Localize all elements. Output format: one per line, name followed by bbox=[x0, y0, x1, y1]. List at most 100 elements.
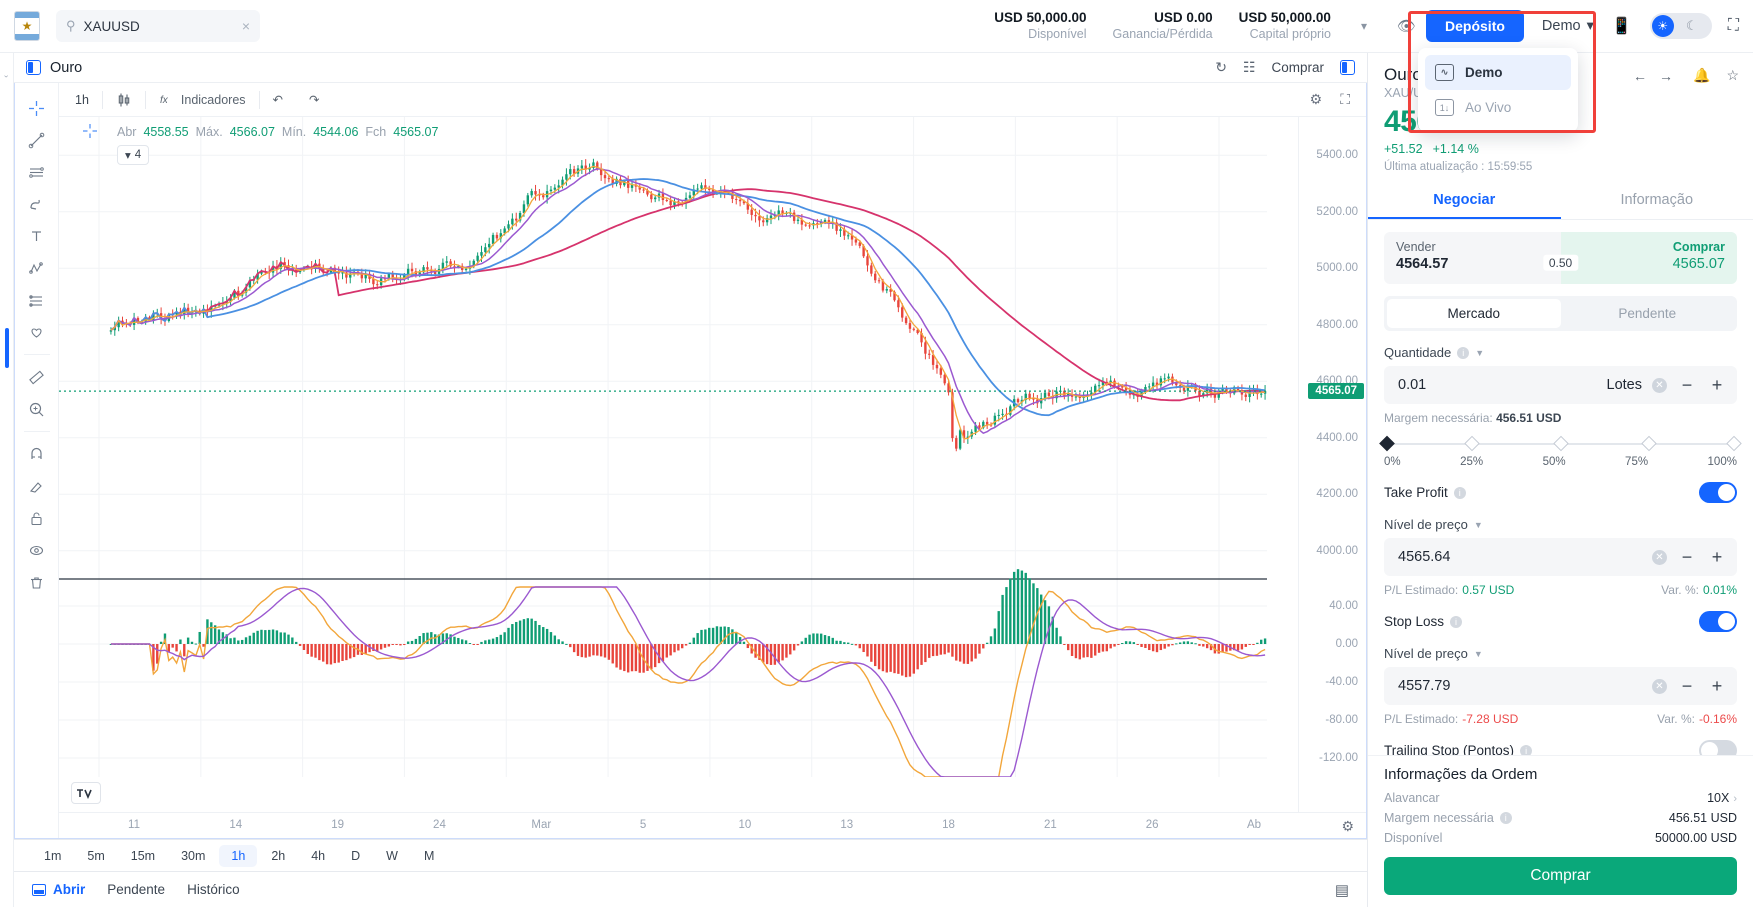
quantity-clear-icon[interactable]: ✕ bbox=[1652, 377, 1667, 393]
crosshair-icon[interactable] bbox=[22, 93, 52, 123]
hide-balance-eye-icon[interactable]: 👁 bbox=[1396, 18, 1417, 35]
info-icon[interactable]: i bbox=[1457, 346, 1470, 359]
sell-quote[interactable]: Vender 4564.57 bbox=[1384, 232, 1561, 284]
take-profit-clear-icon[interactable]: ✕ bbox=[1652, 549, 1667, 565]
theme-toggle[interactable]: ☀ ☾ bbox=[1649, 13, 1712, 39]
tab-negociar[interactable]: Negociar bbox=[1368, 181, 1561, 219]
eye-icon[interactable] bbox=[22, 535, 52, 565]
candlestick-icon[interactable] bbox=[103, 92, 145, 108]
stop-loss-decrement-button[interactable]: − bbox=[1681, 675, 1693, 696]
slider-node-25[interactable] bbox=[1464, 435, 1481, 452]
slider-node-0[interactable] bbox=[1379, 435, 1395, 452]
trailing-stop-toggle[interactable] bbox=[1699, 740, 1737, 755]
grid-layout-icon[interactable]: ☷ bbox=[1242, 59, 1256, 75]
zoom-icon[interactable] bbox=[22, 394, 52, 424]
take-profit-toggle[interactable] bbox=[1699, 482, 1737, 503]
tab-informacao[interactable]: Informação bbox=[1620, 192, 1694, 208]
refresh-icon[interactable]: ↻ bbox=[1215, 59, 1227, 75]
account-mode-select[interactable]: Demo ▾ bbox=[1542, 18, 1594, 34]
timeframe-15m[interactable]: 15m bbox=[130, 848, 156, 863]
info-icon[interactable]: i bbox=[1453, 486, 1466, 499]
order-type-mercado[interactable]: Mercado bbox=[1387, 299, 1561, 328]
stop-loss-increment-button[interactable]: + bbox=[1711, 675, 1723, 696]
info-icon[interactable]: i bbox=[1520, 744, 1533, 755]
rail-collapse-icon[interactable]: › bbox=[2, 75, 11, 78]
ruler-icon[interactable] bbox=[22, 362, 52, 392]
chart-plot-area[interactable]: Abr 4558.55 Máx. 4566.07 Mín. 4544.06 Fc… bbox=[59, 117, 1366, 812]
timeframe-2h[interactable]: 2h bbox=[271, 848, 286, 863]
pattern-icon[interactable] bbox=[22, 253, 52, 283]
submit-buy-button[interactable]: Comprar bbox=[1384, 857, 1737, 895]
tradingview-logo[interactable] bbox=[71, 782, 101, 804]
timeframe-4h[interactable]: 4h bbox=[311, 848, 326, 863]
stop-loss-input[interactable]: 4557.79 bbox=[1398, 678, 1451, 694]
chart-timeframe-button[interactable]: 1h bbox=[75, 92, 89, 107]
header-buy-link[interactable]: Comprar bbox=[1271, 60, 1324, 75]
bottom-tab-pendente[interactable]: Pendente bbox=[107, 882, 166, 897]
slider-node-100[interactable] bbox=[1726, 435, 1742, 452]
redo-icon[interactable]: ↷ bbox=[309, 93, 320, 107]
stop-loss-input-row[interactable]: 4557.79 ✕ − + bbox=[1384, 667, 1737, 705]
take-profit-input-row[interactable]: 4565.64 ✕ − + bbox=[1384, 538, 1737, 576]
chevron-down-icon[interactable]: ▼ bbox=[1475, 347, 1485, 358]
stop-loss-clear-icon[interactable]: ✕ bbox=[1652, 678, 1667, 694]
take-profit-decrement-button[interactable]: − bbox=[1681, 546, 1693, 567]
timeframe-D[interactable]: D bbox=[351, 848, 361, 863]
quantity-slider[interactable] bbox=[1379, 435, 1742, 452]
bottom-grid-icon[interactable]: ▤ bbox=[1334, 881, 1349, 899]
undo-icon[interactable]: ↶ bbox=[272, 93, 284, 107]
dropdown-item-ao-vivo[interactable]: 1↓ Ao Vivo bbox=[1425, 90, 1571, 125]
indicators-button[interactable]: fx Indicadores bbox=[146, 92, 259, 107]
heart-icon[interactable] bbox=[22, 317, 52, 347]
info-icon[interactable]: i bbox=[1450, 615, 1463, 628]
brush-icon[interactable] bbox=[22, 189, 52, 219]
text-icon[interactable] bbox=[22, 221, 52, 251]
timeframe-5m[interactable]: 5m bbox=[87, 848, 105, 863]
quantity-input-row[interactable]: 0.01 Lotes ✕ − + bbox=[1384, 366, 1737, 404]
time-axis[interactable]: ⚙ 11 14 19 24 Mar 5 10 13 18 21 26 Ab bbox=[59, 812, 1366, 838]
timeframe-30m[interactable]: 30m bbox=[181, 848, 206, 863]
dropdown-item-demo[interactable]: ∿ Demo bbox=[1425, 55, 1571, 90]
time-axis-settings-gear-icon[interactable]: ⚙ bbox=[1341, 818, 1354, 834]
slider-node-75[interactable] bbox=[1640, 435, 1657, 452]
order-row-leverage[interactable]: Alavancar 10X › bbox=[1384, 791, 1737, 805]
balances-chevron-down-icon[interactable]: ▾ bbox=[1360, 19, 1367, 33]
symbol-search[interactable]: ⚲ XAUUSD × bbox=[56, 10, 260, 42]
take-profit-increment-button[interactable]: + bbox=[1711, 546, 1723, 567]
horizontal-lines-icon[interactable] bbox=[22, 157, 52, 187]
take-profit-input[interactable]: 4565.64 bbox=[1398, 549, 1451, 565]
search-input[interactable]: XAUUSD bbox=[83, 18, 140, 34]
toggle-panel-icon[interactable] bbox=[1340, 60, 1355, 75]
timeframe-W[interactable]: W bbox=[386, 848, 398, 863]
trash-icon[interactable] bbox=[22, 567, 52, 597]
timeframe-1h[interactable]: 1h bbox=[219, 844, 258, 867]
next-arrow-icon[interactable]: → bbox=[1659, 67, 1673, 84]
stop-loss-toggle[interactable] bbox=[1699, 611, 1737, 632]
chevron-down-icon[interactable]: ▼ bbox=[1473, 648, 1483, 659]
layout-panel-icon[interactable] bbox=[26, 60, 41, 75]
info-icon[interactable]: i bbox=[1499, 812, 1512, 824]
fullscreen-icon[interactable]: ⛶ bbox=[1727, 17, 1739, 34]
chart-fullscreen-icon[interactable]: ⛶ bbox=[1340, 91, 1350, 107]
quantity-increment-button[interactable]: + bbox=[1711, 374, 1723, 395]
brand-logo-icon[interactable]: ★ bbox=[14, 11, 40, 41]
order-type-pendente[interactable]: Pendente bbox=[1618, 306, 1677, 321]
bottom-tab-historico[interactable]: Histórico bbox=[187, 882, 240, 897]
chart-depth-selector[interactable]: ▾ 4 bbox=[117, 145, 150, 165]
chevron-down-icon[interactable]: ▼ bbox=[1473, 519, 1483, 530]
timeframe-M[interactable]: M bbox=[423, 848, 435, 863]
price-axis[interactable]: 5400.00 5200.00 5000.00 4800.00 4600.00 4400.… bbox=[1298, 117, 1366, 812]
trendline-icon[interactable] bbox=[22, 125, 52, 155]
quantity-input[interactable]: 0.01 bbox=[1398, 377, 1427, 393]
slider-node-50[interactable] bbox=[1552, 435, 1569, 452]
devices-icon[interactable]: 📱 bbox=[1611, 18, 1632, 35]
gann-icon[interactable] bbox=[22, 285, 52, 315]
eraser-lock-icon[interactable] bbox=[22, 471, 52, 501]
deposit-button[interactable]: Depósito bbox=[1426, 10, 1524, 42]
buy-quote[interactable]: Comprar 4565.07 bbox=[1560, 232, 1737, 284]
quantity-decrement-button[interactable]: − bbox=[1681, 374, 1693, 395]
chart-settings-gear-icon[interactable]: ⚙ bbox=[1309, 91, 1323, 107]
timeframe-1m[interactable]: 1m bbox=[44, 848, 62, 863]
search-clear-icon[interactable]: × bbox=[241, 18, 250, 34]
star-icon[interactable]: ☆ bbox=[1726, 67, 1739, 83]
